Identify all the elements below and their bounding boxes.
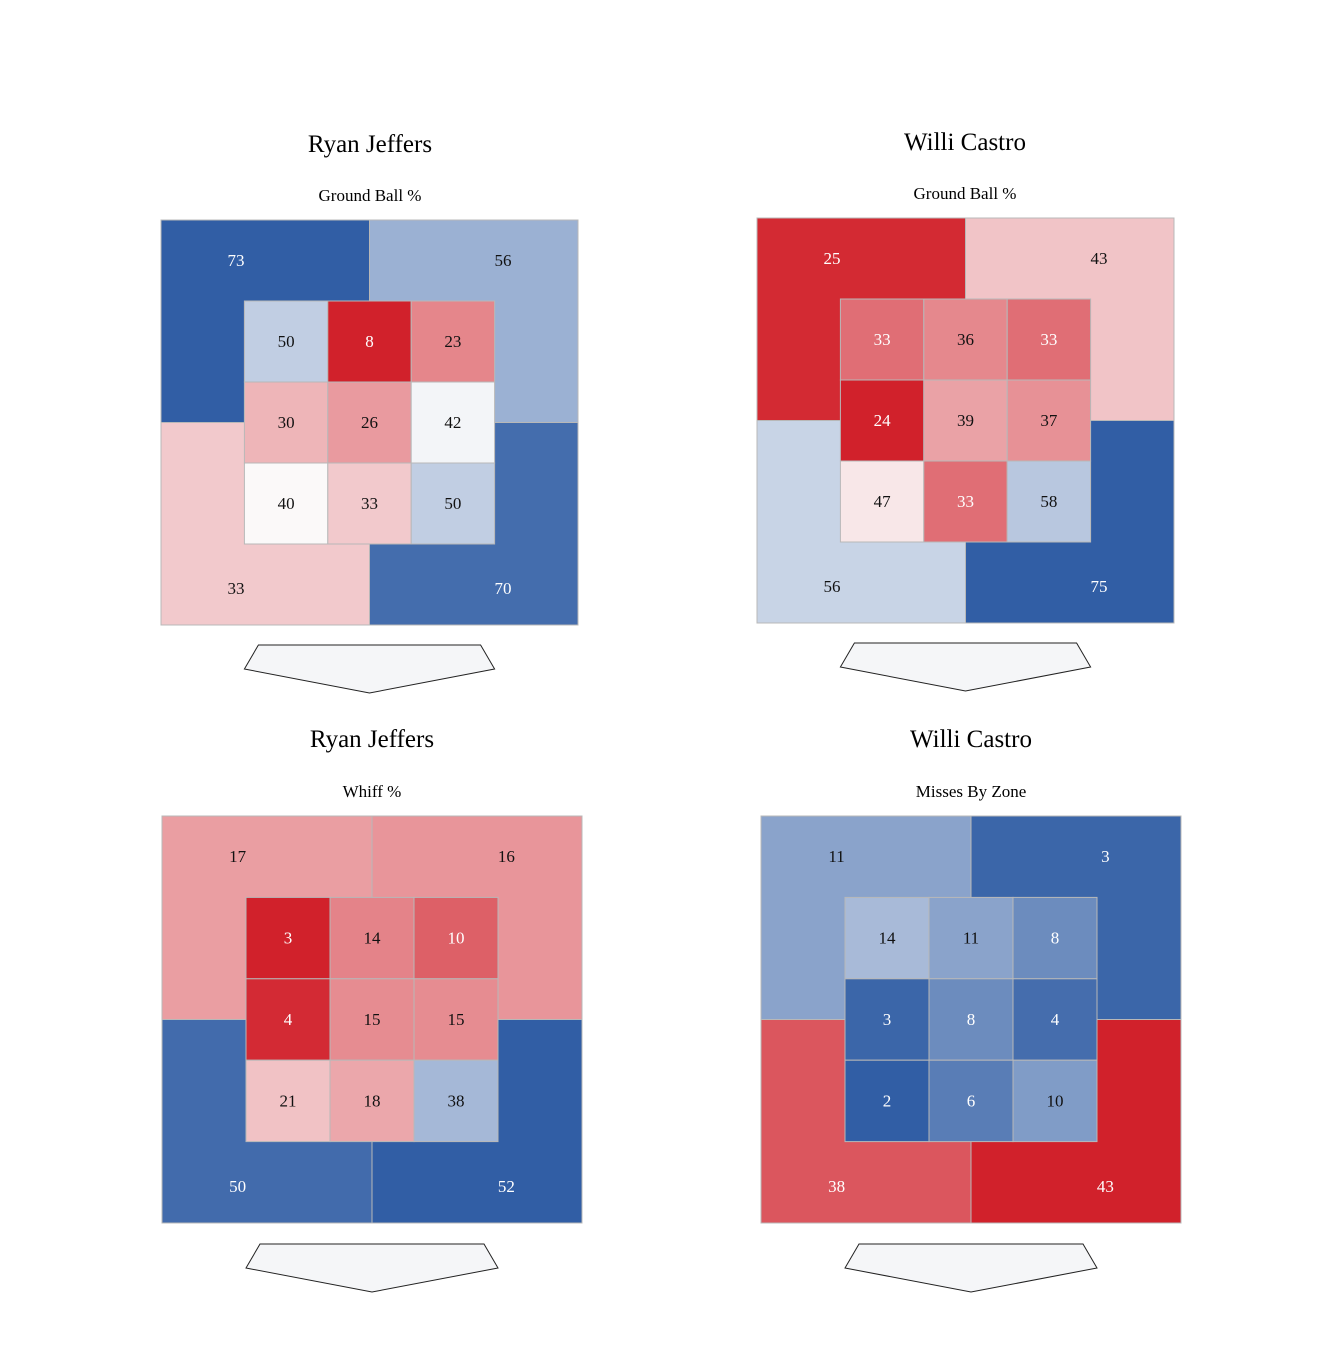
- outer-zone-label: 73: [228, 251, 245, 270]
- inner-zone-label: 14: [364, 929, 382, 948]
- outer-zone-label: 56: [824, 577, 841, 596]
- inner-zone-cell: [839, 298, 925, 381]
- player-name: Ryan Jeffers: [307, 131, 433, 158]
- inner-zone-cell: [923, 298, 1008, 381]
- home-plate-icon: [844, 1243, 1098, 1293]
- inner-zone-label: 37: [1040, 411, 1058, 430]
- outer-zone-label: 52: [498, 1177, 515, 1196]
- zone-group-2: 17 16 50 52 3 14 10 4 15 15 21 18 38: [161, 815, 583, 1293]
- inner-zone-cell: [923, 460, 1008, 543]
- player-name: Ryan Jeffers: [309, 726, 435, 753]
- inner-zone-label: 33: [361, 494, 378, 513]
- inner-zone-cell: [410, 381, 496, 464]
- inner-zone-label: 3: [883, 1010, 892, 1029]
- inner-zone-label: 18: [364, 1091, 381, 1110]
- inner-zone-label: 14: [879, 929, 897, 948]
- metric-name: Ground Ball %: [913, 184, 1017, 203]
- inner-zone-cell: [413, 896, 499, 980]
- inner-zone-label: 40: [278, 494, 295, 513]
- outer-zone-label: 25: [824, 249, 841, 268]
- inner-zone-label: 33: [957, 492, 974, 511]
- inner-zone-label: 50: [278, 332, 295, 351]
- inner-zone-label: 8: [365, 332, 374, 351]
- inner-zone-cell: [1012, 1059, 1098, 1143]
- outer-zone-label: 50: [229, 1177, 246, 1196]
- outer-zone-label: 43: [1090, 249, 1107, 268]
- inner-zone-label: 58: [1040, 492, 1057, 511]
- inner-zone-label: 10: [448, 929, 465, 948]
- outer-zone-label: 3: [1101, 847, 1110, 866]
- outer-zone-label: 38: [828, 1177, 845, 1196]
- inner-zone-label: 21: [280, 1091, 297, 1110]
- metric-name: Ground Ball %: [318, 186, 422, 205]
- inner-zone-label: 24: [874, 411, 892, 430]
- zone-group-1: 25 43 56 75 33 36 33 24 39 37 47 33 58: [756, 217, 1175, 692]
- inner-zone-label: 38: [448, 1091, 465, 1110]
- inner-zone-label: 11: [963, 929, 979, 948]
- inner-zone-cell: [329, 1059, 415, 1143]
- inner-zone-cell: [245, 978, 331, 1061]
- inner-zone-label: 15: [448, 1010, 465, 1029]
- outer-zone-label: 33: [228, 579, 245, 598]
- inner-zone-cell: [1006, 460, 1092, 543]
- inner-zone-cell: [1006, 379, 1092, 462]
- inner-zone-label: 39: [957, 411, 974, 430]
- inner-zone-label: 33: [1040, 330, 1057, 349]
- inner-zone-cell: [329, 896, 415, 980]
- inner-zone-label: 33: [874, 330, 891, 349]
- inner-zone-label: 2: [883, 1091, 892, 1110]
- outer-zone-label: 17: [229, 847, 247, 866]
- outer-zone-label: 75: [1090, 577, 1107, 596]
- zone-group-0: 73 56 33 70 50 8 23 30 26 42 40 33 50: [160, 219, 579, 694]
- inner-zone-cell: [243, 462, 329, 545]
- inner-zone-label: 50: [444, 494, 461, 513]
- inner-zone-label: 36: [957, 330, 974, 349]
- home-plate-icon: [245, 1243, 499, 1293]
- inner-zone-label: 3: [284, 929, 293, 948]
- outer-zone-label: 43: [1097, 1177, 1114, 1196]
- inner-zone-label: 47: [874, 492, 892, 511]
- inner-zone-label: 4: [284, 1010, 293, 1029]
- inner-zone-cell: [839, 460, 925, 543]
- outer-zone-label: 16: [498, 847, 515, 866]
- inner-zone-cell: [410, 462, 496, 545]
- inner-zone-cell: [844, 978, 930, 1061]
- inner-zone-cell: [245, 896, 331, 980]
- metric-name: Misses By Zone: [915, 782, 1027, 801]
- inner-zone-label: 8: [1051, 929, 1060, 948]
- inner-zone-cell: [245, 1059, 331, 1143]
- inner-zone-label: 42: [444, 413, 461, 432]
- inner-zone-cell: [410, 300, 496, 383]
- inner-zone-label: 6: [967, 1091, 976, 1110]
- outer-zone-label: 56: [494, 251, 511, 270]
- inner-zone-label: 10: [1047, 1091, 1064, 1110]
- inner-zone-label: 8: [967, 1010, 976, 1029]
- inner-zone-cell: [413, 1059, 499, 1143]
- inner-zone-cell: [327, 462, 412, 545]
- metric-name: Whiff %: [342, 782, 402, 801]
- inner-zone-label: 23: [444, 332, 461, 351]
- player-name: Willi Castro: [904, 129, 1026, 156]
- home-plate-icon: [243, 644, 496, 694]
- player-name: Willi Castro: [910, 726, 1032, 753]
- inner-zone-label: 26: [361, 413, 378, 432]
- inner-zone-cell: [928, 1059, 1014, 1143]
- inner-zone-cell: [329, 978, 415, 1061]
- home-plate-icon: [839, 642, 1092, 692]
- inner-zone-cell: [413, 978, 499, 1061]
- inner-zone-cell: [327, 381, 412, 464]
- inner-zone-label: 30: [278, 413, 295, 432]
- inner-zone-cell: [1006, 298, 1092, 381]
- inner-zone-cell: [1012, 896, 1098, 980]
- outer-zone-label: 11: [828, 847, 844, 866]
- inner-zone-cell: [928, 978, 1014, 1061]
- inner-zone-cell: [243, 381, 329, 464]
- outer-zone-label: 70: [494, 579, 511, 598]
- inner-zone-cell: [923, 379, 1008, 462]
- inner-zone-label: 15: [364, 1010, 381, 1029]
- inner-zone-label: 4: [1051, 1010, 1060, 1029]
